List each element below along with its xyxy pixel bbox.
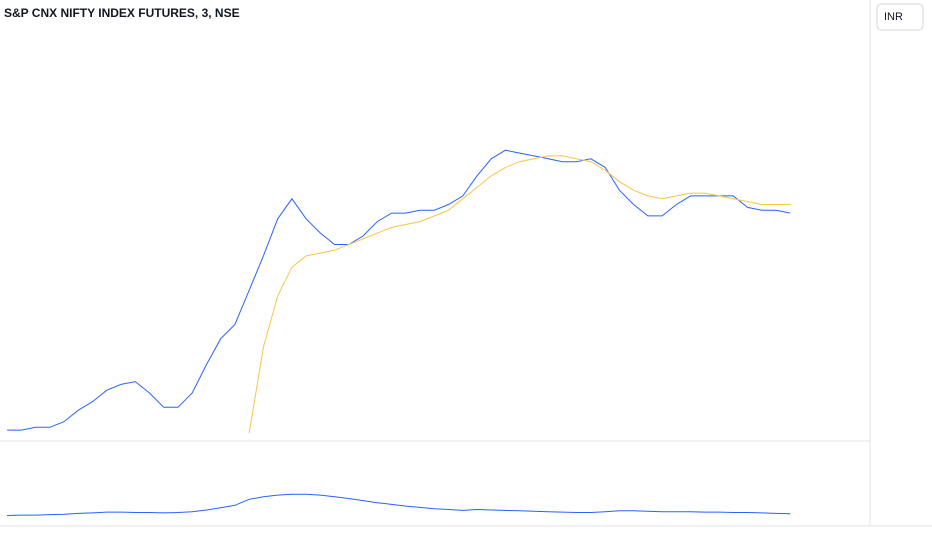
moving-average-line bbox=[7, 149, 791, 431]
currency-button[interactable] bbox=[876, 3, 924, 31]
chart-title: S&P CNX NIFTY INDEX FUTURES, 3, NSE bbox=[4, 6, 240, 20]
moving-average-line bbox=[248, 155, 791, 434]
volume-ma-line bbox=[7, 493, 791, 516]
currency-label[interactable]: INR bbox=[884, 11, 903, 23]
